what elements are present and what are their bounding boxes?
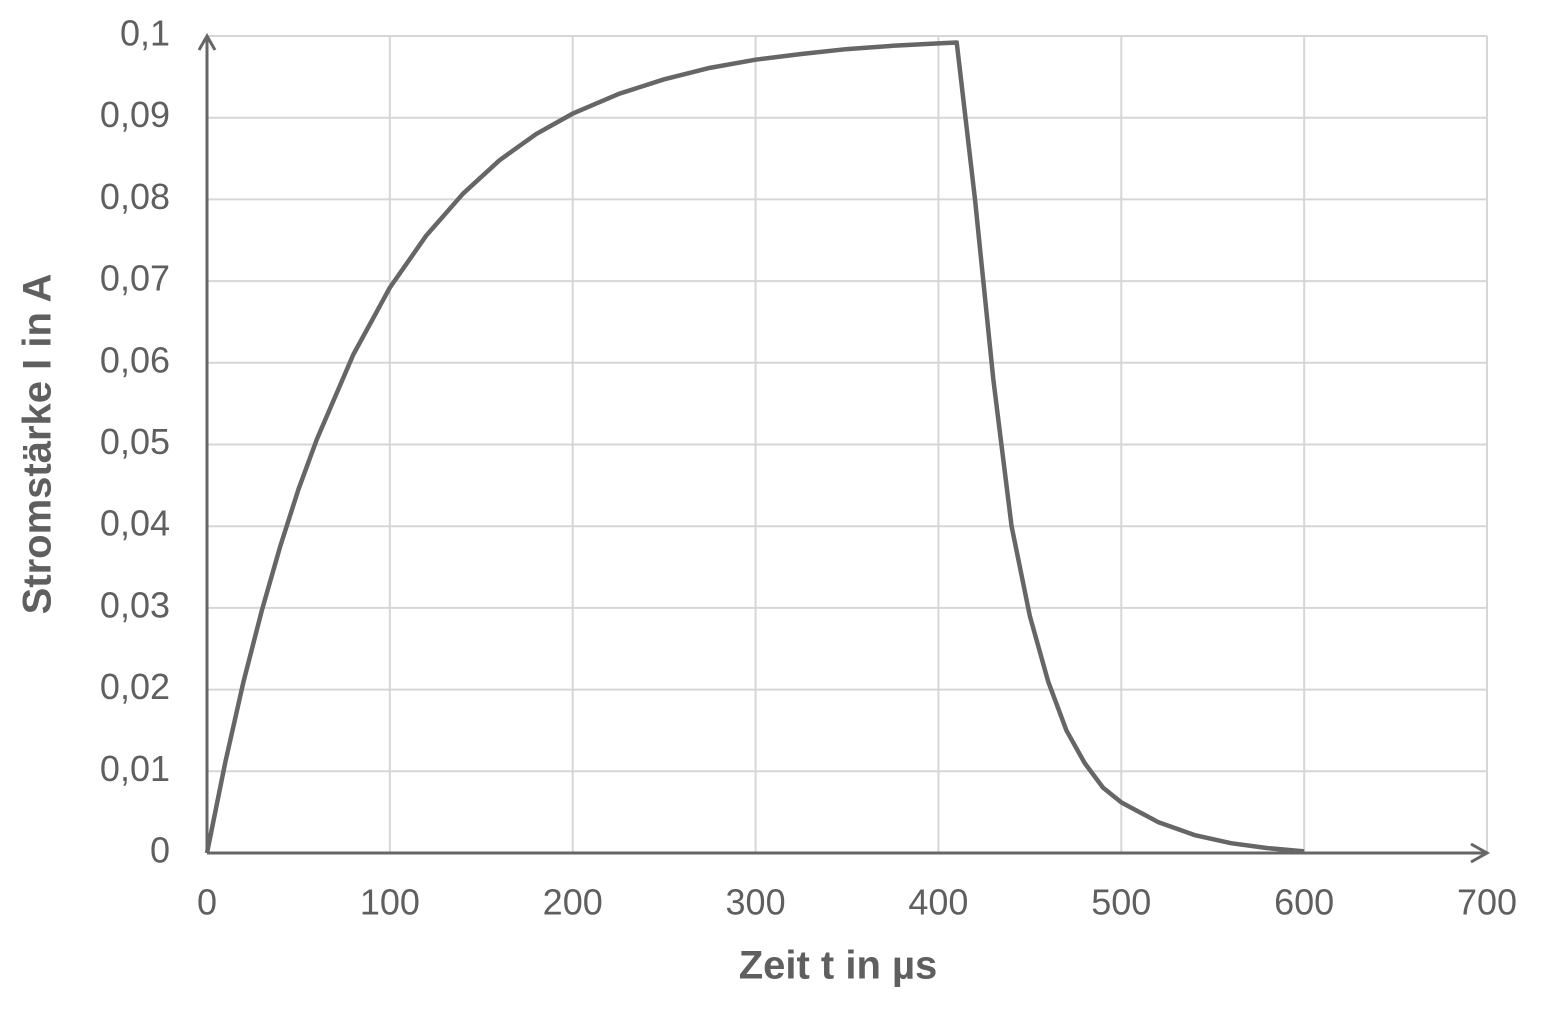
x-tick-label: 400 (908, 882, 968, 923)
x-tick-label: 200 (543, 882, 603, 923)
grid (206, 35, 1488, 854)
x-tick-label: 0 (197, 882, 217, 923)
y-tick-label: 0,03 (100, 584, 170, 625)
data-line (204, 40, 1305, 854)
x-axis (207, 842, 1491, 864)
y-tick-label: 0,1 (120, 13, 170, 54)
y-tick-label: 0,02 (100, 666, 170, 707)
y-tick-label: 0 (150, 830, 170, 871)
y-tick-label: 0,06 (100, 339, 170, 380)
y-axis-title: Stromstärke I in A (16, 274, 60, 615)
y-tick-label: 0,07 (100, 258, 170, 299)
x-tick-label: 100 (360, 882, 420, 923)
x-tick-label: 300 (726, 882, 786, 923)
y-tick-label: 0,08 (100, 176, 170, 217)
x-axis-title: Zeit t in µs (739, 944, 938, 988)
x-tick-label: 600 (1274, 882, 1334, 923)
x-tick-label: 700 (1457, 882, 1517, 923)
y-tick-label: 0,05 (100, 421, 170, 462)
y-tick-label: 0,09 (100, 94, 170, 135)
y-axis (197, 32, 217, 853)
y-tick-label: 0,01 (100, 748, 170, 789)
x-tick-label: 500 (1091, 882, 1151, 923)
y-tick-label: 0,04 (100, 503, 170, 544)
